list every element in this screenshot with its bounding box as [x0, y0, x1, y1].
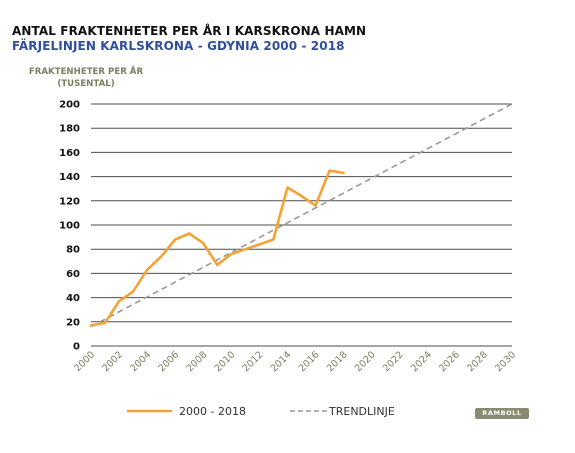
x-tick-label: 2002 — [100, 349, 125, 374]
chart-subtitle: FÄRJELINJEN KARLSKRONA - GDYNIA 2000 - 2… — [12, 39, 345, 53]
x-tick-label: 2026 — [437, 349, 462, 374]
x-tick-label: 2028 — [465, 349, 490, 374]
x-tick-label: 2004 — [128, 349, 153, 374]
y-tick-label: 180 — [59, 124, 80, 135]
x-tick-label: 2030 — [493, 349, 518, 374]
legend-label-series: 2000 - 2018 — [179, 405, 246, 418]
y-tick-label: 100 — [59, 221, 80, 232]
y-axis-label-line2: (TUSENTAL) — [57, 79, 115, 89]
legend-label-trend: TRENDLINJE — [328, 405, 395, 418]
x-tick-label: 2020 — [353, 349, 378, 374]
y-tick-label: 60 — [66, 269, 80, 280]
chart-title: ANTAL FRAKTENHETER PER ÅR I KARSKRONA HA… — [12, 24, 367, 38]
y-tick-label: 80 — [66, 245, 80, 256]
x-tick-label: 2014 — [269, 349, 294, 374]
y-tick-label: 160 — [59, 148, 80, 159]
x-tick-label: 2016 — [297, 349, 322, 374]
x-tick-label: 2006 — [156, 349, 181, 374]
trendline-series — [90, 103, 513, 328]
y-tick-label: 20 — [66, 317, 80, 328]
x-tick-label: 2008 — [185, 349, 210, 374]
ramboll-logo: RAMBOLL — [475, 408, 529, 419]
x-tick-label: 2024 — [409, 349, 434, 374]
y-tick-label: 40 — [66, 293, 80, 304]
x-tick-label: 2010 — [213, 349, 238, 374]
x-tick-label: 2022 — [381, 349, 406, 374]
y-tick-label: 120 — [59, 196, 80, 207]
y-axis-label-line1: FRAKTENHETER PER ÅR — [28, 67, 144, 77]
y-tick-label: 0 — [73, 342, 80, 353]
x-tick-label: 2018 — [325, 349, 350, 374]
series-line-2000-2018 — [89, 169, 345, 327]
y-axis-label: FRAKTENHETER PER ÅR (TUSENTAL) — [16, 66, 156, 90]
y-tick-label: 140 — [59, 172, 80, 183]
x-tick-label: 2000 — [72, 349, 97, 374]
x-tick-label: 2012 — [241, 349, 266, 374]
y-tick-label: 200 — [59, 100, 80, 111]
